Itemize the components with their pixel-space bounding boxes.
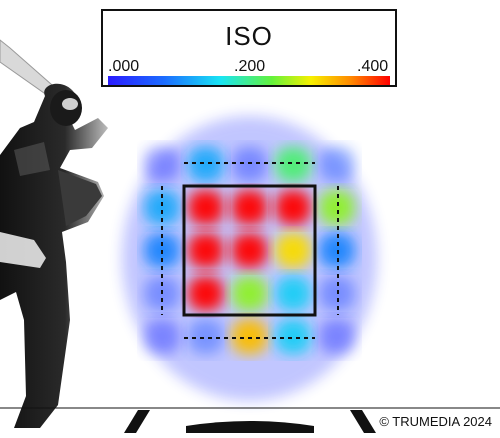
heat-cell bbox=[319, 233, 355, 268]
heat-cell bbox=[188, 319, 224, 354]
heat-cell bbox=[188, 276, 224, 311]
color-legend: ISO .000 .200 .400 bbox=[101, 9, 397, 87]
heat-cell bbox=[231, 190, 268, 225]
heat-cell bbox=[319, 147, 355, 182]
heat-cell bbox=[319, 190, 355, 225]
heat-cell bbox=[275, 147, 311, 182]
heat-cell bbox=[275, 190, 311, 225]
heat-cell bbox=[144, 147, 180, 182]
strike-zone bbox=[161, 162, 339, 339]
heat-cell bbox=[231, 233, 268, 268]
heat-cell bbox=[319, 319, 355, 354]
heat-cell bbox=[144, 190, 180, 225]
heat-cell bbox=[144, 319, 180, 354]
legend-tick-max: .400 bbox=[357, 58, 389, 75]
copyright-credit: © TRUMEDIA 2024 bbox=[377, 414, 494, 429]
heat-cell bbox=[275, 233, 311, 268]
strike-zone-box bbox=[182, 184, 317, 317]
home-plate bbox=[0, 407, 500, 433]
heat-cell bbox=[188, 147, 224, 182]
legend-title: ISO bbox=[225, 21, 273, 51]
legend-color-bar bbox=[108, 76, 390, 85]
heat-cell bbox=[188, 190, 224, 225]
heat-cell bbox=[275, 319, 311, 354]
heat-cell bbox=[231, 147, 268, 182]
heat-cell bbox=[275, 276, 311, 311]
legend-tick-min: .000 bbox=[108, 58, 140, 75]
legend-tick-mid: .200 bbox=[234, 58, 266, 75]
heat-cell bbox=[231, 319, 268, 354]
heat-cell bbox=[231, 276, 268, 311]
batter-silhouette bbox=[0, 39, 108, 428]
heat-cell bbox=[188, 233, 224, 268]
heat-cell bbox=[319, 276, 355, 311]
